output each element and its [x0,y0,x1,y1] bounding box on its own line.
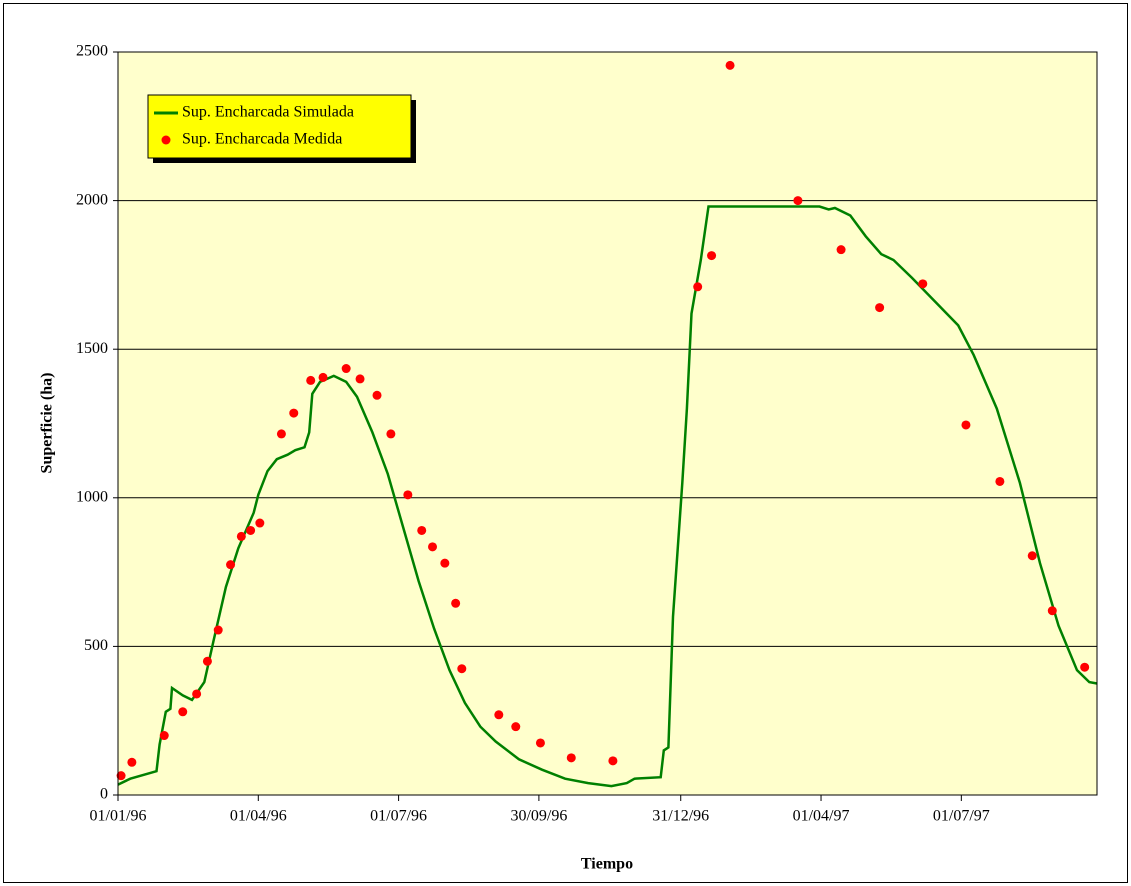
scatter-point [608,756,618,766]
scatter-point [535,738,545,748]
scatter-point [1080,662,1090,672]
x-tick-label: 01/04/96 [230,808,287,825]
x-tick-label: 01/07/96 [370,808,427,825]
y-tick-label: 2000 [76,191,108,208]
x-tick-label: 30/09/96 [510,808,567,825]
scatter-point [355,374,365,384]
x-tick-label: 01/07/97 [933,808,990,825]
scatter-point [386,429,396,439]
scatter-point [255,518,265,528]
y-axis-label: Superficie (ha) [39,373,56,474]
y-tick-label: 0 [100,786,108,803]
y-tick-label: 2500 [76,43,108,60]
scatter-point [494,710,504,720]
scatter-point [159,731,169,741]
scatter-point [428,542,438,552]
scatter-point [202,656,212,666]
legend-label: Sup. Encharcada Medida [182,131,342,148]
y-tick-label: 1000 [76,488,108,505]
scatter-point [289,408,299,418]
x-tick-label: 31/12/96 [652,808,709,825]
scatter-point [451,598,461,608]
scatter-point [440,558,450,568]
legend-box [147,94,412,159]
scatter-point [192,689,202,699]
scatter-point [403,490,413,500]
scatter-point [457,664,467,674]
legend-label: Sup. Encharcada Simulada [182,104,354,121]
scatter-point [116,771,126,781]
scatter-point [875,303,885,313]
scatter-point [566,753,576,763]
scatter-point [127,757,137,767]
scatter-point [707,251,717,261]
scatter-point [725,60,735,70]
scatter-point [417,525,427,535]
scatter-point [318,372,328,382]
line-series [117,205,1098,788]
plot-border [117,51,1098,796]
scatter-point [793,196,803,206]
scatter-point [372,390,382,400]
scatter-point [236,531,246,541]
scatter-point [693,282,703,292]
scatter-point [276,429,286,439]
x-axis-label: Tiempo [581,856,633,873]
legend-key [161,135,171,145]
y-tick-label: 1500 [76,340,108,357]
scatter-point [341,364,351,374]
plot-area [118,52,1097,795]
scatter-point [178,707,188,717]
scatter-point [918,279,928,289]
scatter-point [1027,551,1037,561]
x-tick-label: 01/01/96 [90,808,147,825]
scatter-point [836,245,846,255]
scatter-point [1047,606,1057,616]
scatter-point [213,625,223,635]
scatter-point [961,420,971,430]
scatter-point [226,560,236,570]
scatter-point [995,476,1005,486]
scatter-point [511,722,521,732]
scatter-point [246,525,256,535]
y-tick-label: 500 [84,637,108,654]
scatter-point [306,375,316,385]
x-tick-label: 01/04/97 [793,808,850,825]
